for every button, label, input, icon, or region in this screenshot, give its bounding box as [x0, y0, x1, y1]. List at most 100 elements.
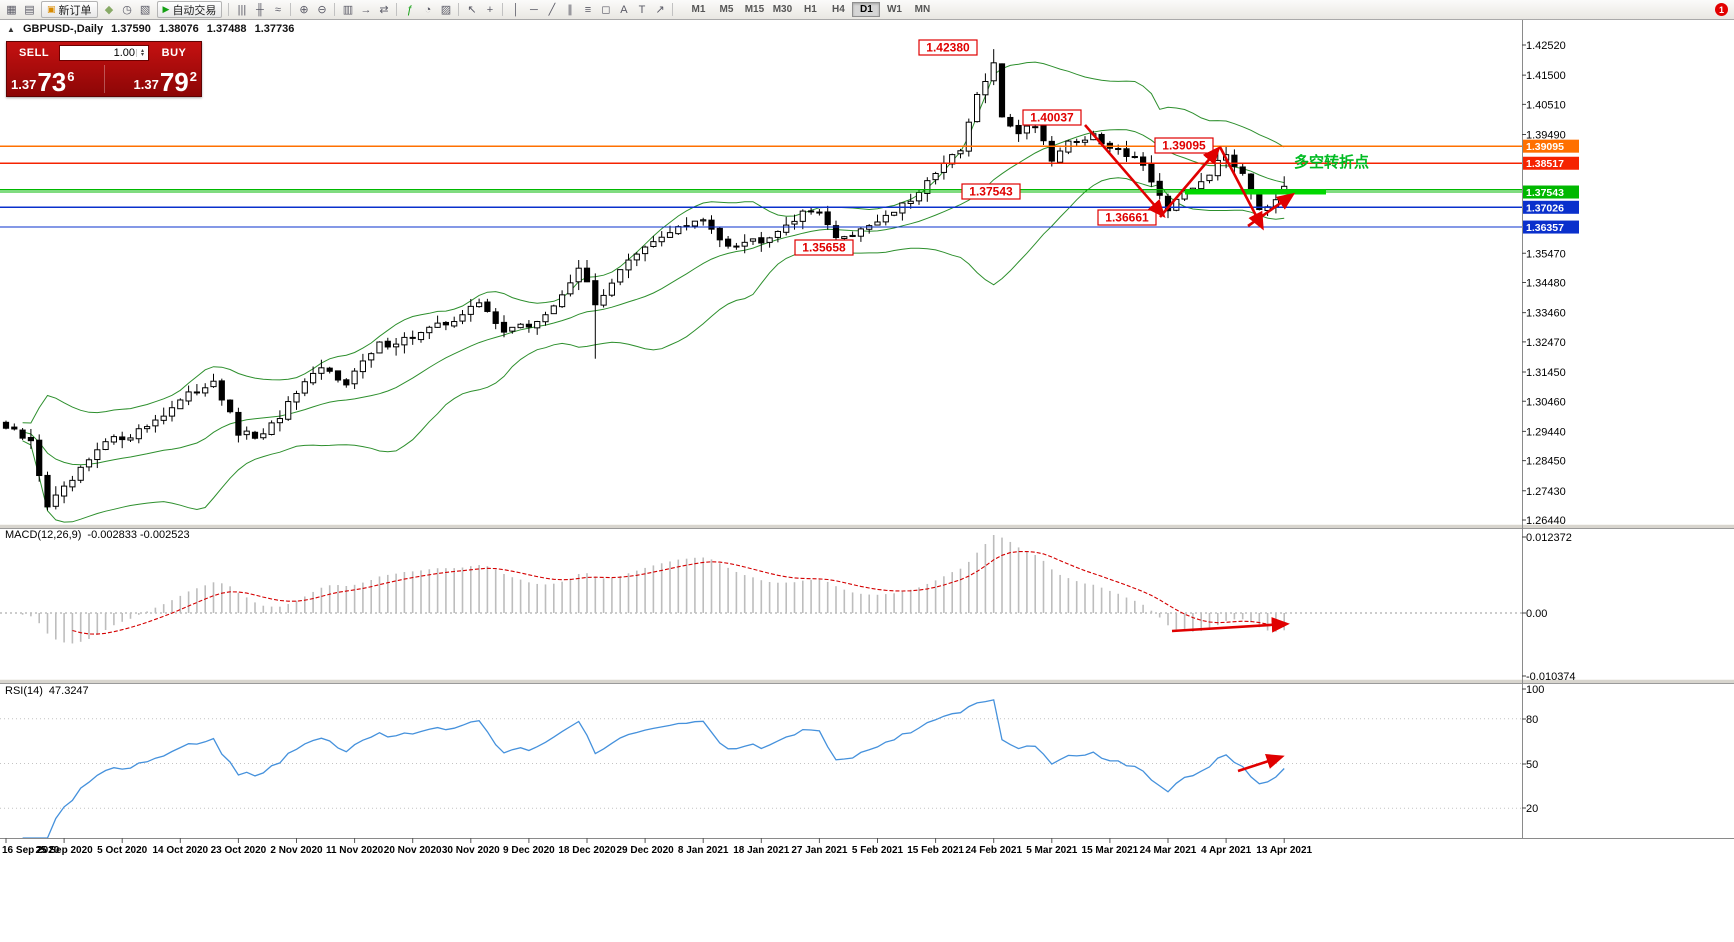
svg-text:1.36661: 1.36661: [1105, 211, 1149, 225]
terminal-icon[interactable]: ▧: [139, 4, 151, 16]
trend-arrow[interactable]: [1218, 146, 1264, 231]
svg-text:16 Sep 2020: 16 Sep 2020: [2, 845, 60, 856]
spinner-up-icon[interactable]: ▴: [140, 48, 144, 54]
timeframe-w1[interactable]: W1: [886, 4, 902, 15]
market-watch-icon[interactable]: ◆: [104, 4, 114, 16]
price-annotation[interactable]: 1.39095: [1154, 137, 1214, 154]
ohlc-close: 1.37736: [254, 23, 295, 35]
trend-arrow[interactable]: [1159, 146, 1221, 218]
svg-text:8 Jan 2021: 8 Jan 2021: [678, 845, 729, 856]
notification-badge[interactable]: 1: [1715, 3, 1728, 16]
periods-icon[interactable]: ◔: [424, 3, 432, 16]
crosshair-icon[interactable]: +: [486, 3, 494, 16]
line-chart-icon[interactable]: ≈: [274, 3, 281, 16]
price-annotation[interactable]: 1.42380: [918, 39, 978, 56]
profile-icon[interactable]: ▤: [24, 4, 35, 16]
svg-text:1.42380: 1.42380: [926, 41, 970, 55]
timeframe-h1[interactable]: H1: [804, 4, 817, 15]
volume-spinner[interactable]: ▴ ▾: [136, 48, 148, 58]
channel-icon[interactable]: ∥: [567, 4, 573, 16]
arrow-tool-icon[interactable]: ↗: [655, 4, 665, 16]
trend-arrow[interactable]: [1171, 617, 1290, 633]
candlestick-chart-icon[interactable]: ╫: [256, 3, 264, 16]
toolbar-separator: [334, 3, 336, 16]
buy-button-label[interactable]: BUY: [161, 47, 187, 59]
timeframe-buttons: M1 M5 M15 M30 H1 H4 D1 W1 MN: [684, 2, 936, 17]
rsi-line: [22, 699, 1285, 838]
price-annotation[interactable]: 1.36661: [1097, 209, 1157, 226]
svg-text:0.012372: 0.012372: [1526, 532, 1572, 544]
horizontal-line-icon[interactable]: ─: [530, 3, 538, 16]
trend-arrow[interactable]: [1247, 192, 1296, 228]
sell-button[interactable]: 1.37 73 6: [11, 69, 74, 95]
trendline-icon[interactable]: ╱: [548, 4, 556, 16]
svg-text:20 Nov 2020: 20 Nov 2020: [384, 845, 442, 856]
timeframe-m5[interactable]: M5: [719, 4, 734, 15]
svg-text:1.28450: 1.28450: [1526, 456, 1566, 468]
timeframe-h4[interactable]: H4: [832, 4, 845, 15]
data-window-icon[interactable]: ◷: [122, 4, 132, 16]
svg-text:11 Nov 2020: 11 Nov 2020: [326, 845, 384, 856]
ohlc-high: 1.38076: [158, 23, 199, 35]
svg-text:1.29440: 1.29440: [1526, 426, 1566, 438]
toolbar-separator: [290, 3, 292, 16]
panel-splitter[interactable]: [0, 679, 1734, 684]
toolbar-separator: [396, 3, 398, 16]
zoom-in-icon[interactable]: ⊕: [299, 4, 309, 16]
text-icon[interactable]: A: [620, 3, 628, 16]
zoom-out-icon[interactable]: ⊖: [317, 4, 327, 16]
price-tag: [1523, 139, 1579, 153]
buy-button[interactable]: 1.37 79 2: [134, 69, 197, 95]
price-annotation[interactable]: 1.40037: [1022, 109, 1082, 126]
candles: [2, 49, 1288, 511]
templates-icon[interactable]: ▨: [440, 4, 452, 16]
auto-scroll-icon[interactable]: →: [360, 3, 372, 16]
macd-histogram: [21, 535, 1285, 644]
macd-label: MACD(12,26,9) -0.002833 -0.002523: [5, 529, 196, 541]
rsi-label: RSI(14) 47.3247: [5, 685, 95, 697]
collapse-panel-icon[interactable]: ▲: [7, 25, 15, 34]
svg-text:1.34480: 1.34480: [1526, 278, 1566, 290]
chart-drawings: 1.42380 1.40037 1.39095 1.37543 1.36661 1.356…: [794, 39, 1369, 773]
turning-point-label[interactable]: 多空转折点: [1294, 153, 1369, 171]
spinner-down-icon[interactable]: ▾: [140, 52, 144, 58]
indicators-icon[interactable]: ƒ: [406, 3, 413, 16]
panel-splitter[interactable]: [0, 524, 1734, 529]
svg-text:30 Nov 2020: 30 Nov 2020: [442, 845, 500, 856]
chart-canvas[interactable]: 1.42520 1.41500 1.40510 1.39490 1.35470 1.344…: [0, 19, 1734, 942]
toolbar-separator: [458, 3, 460, 16]
new-order-button[interactable]: ▣ 新订单: [41, 1, 98, 18]
main-price-panel[interactable]: [0, 49, 1522, 523]
price-annotation[interactable]: 1.35658: [794, 239, 854, 256]
tile-windows-icon[interactable]: ▥: [342, 4, 354, 16]
timeframe-mn[interactable]: MN: [914, 4, 931, 15]
autotrade-button[interactable]: ▶ 自动交易: [156, 1, 223, 18]
svg-text:24 Mar 2021: 24 Mar 2021: [1140, 845, 1197, 856]
timeframe-m1[interactable]: M1: [691, 4, 706, 15]
ohlc-open: 1.37590: [111, 23, 151, 35]
cursor-icon[interactable]: ↖: [467, 4, 477, 16]
fibonacci-icon[interactable]: ≡: [584, 3, 592, 16]
shapes-icon[interactable]: ◻: [601, 4, 611, 16]
vertical-line-icon[interactable]: │: [512, 3, 520, 16]
trend-arrow[interactable]: [1237, 754, 1285, 773]
price-annotation[interactable]: 1.37543: [961, 183, 1021, 200]
label-icon[interactable]: T: [638, 3, 646, 16]
timeframe-m30[interactable]: M30: [772, 4, 793, 15]
bar-chart-icon[interactable]: |||: [237, 3, 247, 16]
macd-panel[interactable]: [0, 535, 1522, 644]
sell-button-label[interactable]: SELL: [18, 47, 50, 59]
chart-window-icon[interactable]: ▦: [6, 4, 17, 16]
price-axis[interactable]: 1.42520 1.41500 1.40510 1.39490 1.35470 1.344…: [1522, 40, 1579, 815]
chart-shift-icon[interactable]: ⇄: [379, 4, 389, 16]
timeframe-m15[interactable]: M15: [744, 4, 765, 15]
rsi-panel[interactable]: [0, 699, 1522, 838]
timeframe-d1[interactable]: D1: [852, 2, 881, 17]
svg-text:1.38517: 1.38517: [1526, 158, 1564, 170]
volume-input[interactable]: 1.00 ▴ ▾: [59, 45, 149, 61]
rsi-name: RSI(14): [5, 685, 43, 697]
svg-text:1.33460: 1.33460: [1526, 308, 1566, 320]
trend-arrow[interactable]: [1084, 124, 1166, 218]
svg-text:1.32470: 1.32470: [1526, 337, 1566, 349]
